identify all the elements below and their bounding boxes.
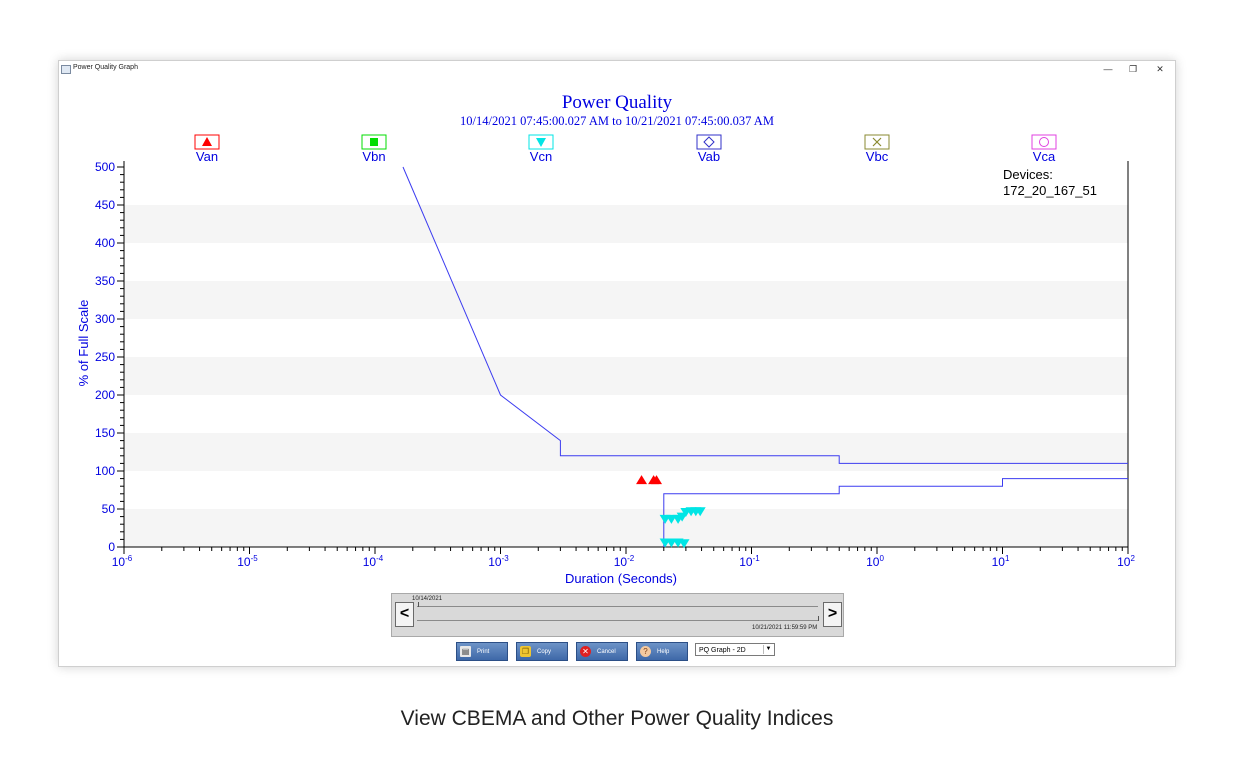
device-name: 172_20_167_51 [1003, 183, 1097, 198]
restore-button[interactable]: ❐ [1128, 64, 1138, 74]
page-caption: View CBEMA and Other Power Quality Indic… [400, 707, 834, 730]
cancel-label: Cancel [597, 648, 616, 655]
legend-label: Vbc [866, 149, 889, 164]
legend-swatch [1031, 134, 1057, 150]
legend-label: Vca [1033, 149, 1056, 164]
window-title: Power Quality Graph [73, 64, 138, 71]
timeline-end-handle[interactable] [818, 616, 819, 621]
y-tick-label: 450 [95, 198, 115, 212]
help-icon: ? [640, 646, 651, 657]
help-label: Help [657, 648, 670, 655]
x-tick-label: 100 [866, 554, 884, 569]
y-tick-label: 300 [95, 312, 115, 326]
printer-icon: ▤ [460, 646, 471, 657]
y-tick-label: 200 [95, 388, 115, 402]
power-quality-chart: Van Vbn Vcn Vab Vbc Vca 0 50 100 150 200 250 300 350… [76, 134, 1135, 586]
cancel-icon: ✕ [580, 646, 591, 657]
timeline-track-bottom [417, 620, 818, 621]
y-tick-label: 150 [95, 426, 115, 440]
y-tick-label: 50 [102, 502, 116, 516]
x-axis-label: Duration (Seconds) [565, 571, 677, 586]
data-point-vcn [678, 539, 690, 549]
title-bar: Power Quality Graph — ❐ ✕ [59, 61, 1175, 78]
timeline-scroller[interactable]: < 10/14/2021 10/21/2021 11:59:59 PM > [391, 593, 844, 637]
grid-band [124, 281, 1128, 319]
graph-view-select[interactable]: PQ Graph - 2D ▼ [695, 643, 775, 656]
help-button[interactable]: ? Help [636, 642, 688, 661]
data-point-vcn [694, 507, 706, 517]
print-label: Print [477, 648, 490, 655]
print-button[interactable]: ▤ Print [456, 642, 508, 661]
y-tick-label: 500 [95, 160, 115, 174]
x-tick-label: 10-1 [739, 554, 760, 569]
x-tick-label: 10-3 [488, 554, 509, 569]
legend-label: Vbn [362, 149, 385, 164]
x-tick-label: 101 [992, 554, 1010, 569]
grid-band [124, 205, 1128, 243]
y-tick-label: 0 [108, 540, 115, 554]
x-icon [872, 137, 882, 147]
timeline-start-handle[interactable] [418, 602, 419, 607]
triangle-up-icon [202, 137, 212, 146]
legend-label: Vcn [530, 149, 552, 164]
power-quality-window: Power Quality Graph — ❐ ✕ Power Quality … [58, 60, 1176, 667]
y-tick-label: 400 [95, 236, 115, 250]
x-tick-label: 10-4 [363, 554, 384, 569]
timeline-track-top [417, 606, 818, 607]
x-tick-label: 10-5 [237, 554, 258, 569]
copy-label: Copy [537, 648, 552, 655]
graph-view-value: PQ Graph - 2D [699, 647, 746, 654]
legend-swatch [696, 134, 722, 150]
timeline-start-label: 10/14/2021 [412, 596, 443, 602]
close-button[interactable]: ✕ [1156, 64, 1164, 74]
devices-label: Devices: [1003, 167, 1053, 182]
cancel-button[interactable]: ✕ Cancel [576, 642, 628, 661]
copy-icon: ❐ [520, 646, 531, 657]
y-tick-label: 100 [95, 464, 115, 478]
timeline-prev-button[interactable]: < [395, 602, 414, 627]
timeline-next-button[interactable]: > [823, 602, 842, 627]
chevron-down-icon: ▼ [763, 645, 773, 654]
triangle-down-icon [536, 138, 546, 147]
x-tick-label: 10-6 [112, 554, 133, 569]
circle-icon [1039, 137, 1049, 147]
square-icon [370, 138, 378, 146]
tolerance-curve [402, 166, 1128, 464]
grid-band [124, 357, 1128, 395]
chart-subtitle: 10/14/2021 07:45:00.027 AM to 10/21/2021… [460, 114, 774, 128]
minimize-button[interactable]: — [1103, 64, 1113, 74]
grid-band [124, 509, 1128, 547]
y-axis-label: % of Full Scale [76, 300, 91, 387]
legend-label: Van [196, 149, 218, 164]
x-tick-label: 10-2 [614, 554, 635, 569]
y-tick-label: 350 [95, 274, 115, 288]
app-icon [61, 65, 71, 74]
diamond-icon [703, 136, 715, 148]
timeline-end-label: 10/21/2021 11:59:59 PM [752, 625, 818, 631]
tolerance-curve [663, 478, 1128, 547]
grid-band [124, 433, 1128, 471]
data-point-van [651, 475, 663, 485]
copy-button[interactable]: ❐ Copy [516, 642, 568, 661]
chart-title: Power Quality [561, 92, 673, 113]
x-tick-label: 102 [1117, 554, 1135, 569]
legend-label: Vab [698, 149, 720, 164]
y-tick-label: 250 [95, 350, 115, 364]
data-point-van [636, 475, 648, 485]
